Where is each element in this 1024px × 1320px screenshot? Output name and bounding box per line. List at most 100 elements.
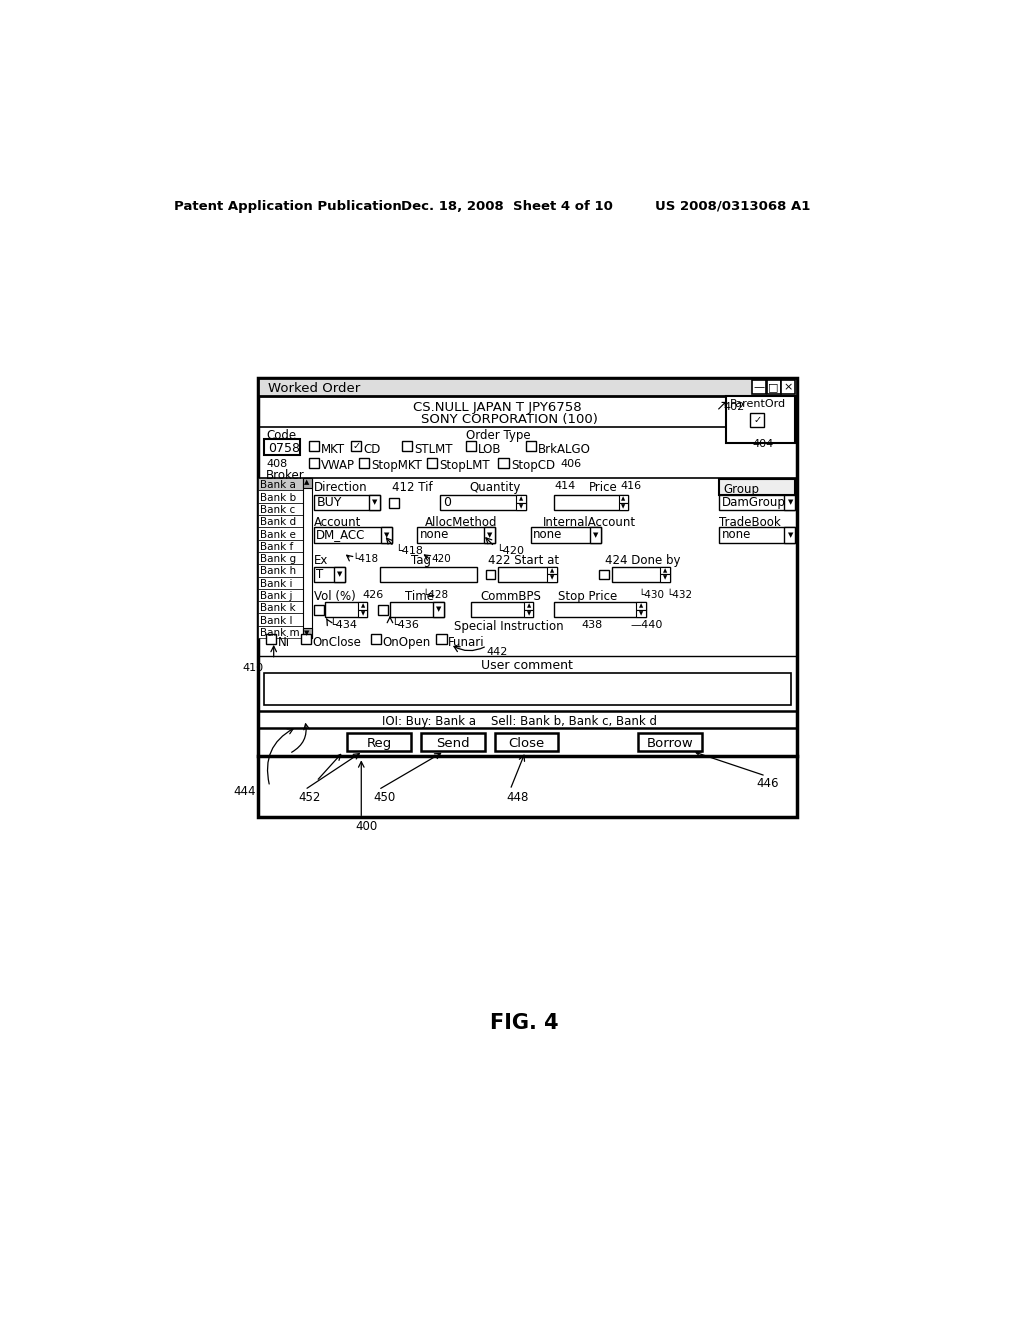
Text: Order Type: Order Type [466, 429, 530, 442]
Text: ▼: ▼ [519, 504, 523, 510]
Bar [369, 495, 380, 511]
Text: 422 Start at: 422 Start at [488, 554, 559, 568]
Bar [258, 577, 303, 589]
Text: OnOpen: OnOpen [382, 636, 430, 649]
Text: 448: 448 [506, 792, 528, 804]
Text: CD: CD [364, 442, 381, 455]
Bar [486, 570, 496, 578]
Bar [334, 566, 345, 582]
Text: ▼: ▼ [304, 631, 309, 636]
Text: 438: 438 [582, 620, 603, 631]
Text: Funari: Funari [449, 636, 484, 649]
Text: StopMKT: StopMKT [372, 459, 422, 473]
Text: Send: Send [436, 737, 470, 750]
Bar [767, 380, 780, 395]
Text: Quantity: Quantity [469, 480, 520, 494]
Bar [531, 527, 601, 543]
Text: 404: 404 [753, 438, 774, 449]
Bar [611, 566, 670, 582]
Text: StopLMT: StopLMT [439, 459, 490, 473]
Bar [308, 441, 318, 451]
Text: VWAP: VWAP [321, 459, 355, 473]
Text: ▼: ▼ [593, 532, 598, 539]
Text: Price: Price [589, 480, 617, 494]
Text: TradeBook: TradeBook [719, 516, 781, 529]
Text: Stop Price: Stop Price [558, 590, 617, 603]
Bar [483, 527, 495, 543]
Text: US 2008/0313068 A1: US 2008/0313068 A1 [655, 199, 810, 213]
Bar [719, 495, 796, 511]
Text: Direction: Direction [314, 480, 368, 494]
Bar [516, 503, 525, 511]
Text: ▼: ▼ [622, 504, 626, 510]
Text: Code: Code [266, 429, 296, 442]
Text: 446: 446 [757, 777, 779, 791]
Text: none: none [534, 528, 563, 541]
Bar [258, 552, 303, 564]
Text: SONY CORPORATION (100): SONY CORPORATION (100) [421, 413, 598, 426]
Bar [308, 458, 318, 469]
Text: STLMT: STLMT [414, 442, 453, 455]
Bar [599, 570, 608, 578]
Text: User comment: User comment [481, 659, 573, 672]
Bar [301, 635, 311, 644]
Text: └418: └418 [395, 545, 423, 556]
Bar [258, 540, 303, 552]
Text: none: none [420, 528, 449, 541]
Bar [636, 602, 646, 610]
Text: 444: 444 [233, 785, 256, 799]
Text: ▲: ▲ [519, 496, 523, 502]
Text: 426: 426 [362, 590, 383, 599]
Text: CommBPS: CommBPS [480, 590, 542, 603]
Text: T: T [316, 568, 324, 581]
Text: Close: Close [508, 737, 545, 750]
Text: —: — [754, 381, 764, 392]
Text: CS.NULL JAPAN T JPY6758: CS.NULL JAPAN T JPY6758 [414, 401, 582, 414]
Text: Ex: Ex [314, 554, 329, 568]
Bar [547, 574, 557, 582]
Text: ▲: ▲ [550, 568, 554, 573]
Text: ▲: ▲ [663, 568, 668, 573]
Bar [590, 527, 601, 543]
Text: Special Instruction: Special Instruction [454, 620, 563, 634]
Bar [347, 733, 411, 751]
Text: Bank b: Bank b [260, 492, 296, 503]
Text: ▲: ▲ [526, 603, 530, 609]
Bar [401, 441, 412, 451]
Text: Patent Application Publication: Patent Application Publication [174, 199, 402, 213]
Text: 414: 414 [554, 480, 575, 491]
Text: 424 Done by: 424 Done by [604, 554, 680, 568]
Text: Bank k: Bank k [260, 603, 295, 614]
Text: ▲: ▲ [360, 603, 365, 609]
Bar [427, 458, 437, 469]
Bar [314, 495, 380, 511]
Text: StopCD: StopCD [511, 459, 555, 473]
Text: Vol (%): Vol (%) [314, 590, 355, 603]
Text: ▼: ▼ [550, 576, 554, 581]
Bar [314, 527, 391, 543]
Text: Ni: Ni [278, 636, 290, 649]
Text: IOI: Buy: Bank a    Sell: Bank b, Bank c, Bank d: IOI: Buy: Bank a Sell: Bank b, Bank c, B… [382, 715, 657, 729]
Text: 410: 410 [243, 663, 264, 673]
Text: ▼: ▼ [360, 611, 365, 616]
Text: Bank d: Bank d [260, 517, 296, 527]
Text: BUY: BUY [316, 496, 342, 510]
Bar [499, 458, 509, 469]
Bar [303, 478, 311, 488]
Bar [636, 610, 646, 618]
Bar [784, 527, 796, 543]
Bar [258, 378, 797, 396]
Text: Borrow: Borrow [646, 737, 693, 750]
Bar [314, 566, 345, 582]
Text: Group: Group [723, 483, 759, 495]
Text: OnClose: OnClose [312, 636, 361, 649]
Text: —440: —440 [630, 620, 663, 631]
Bar [751, 413, 764, 428]
Bar [266, 635, 276, 644]
Text: ✓: ✓ [754, 416, 762, 425]
Text: Dec. 18, 2008  Sheet 4 of 10: Dec. 18, 2008 Sheet 4 of 10 [400, 199, 612, 213]
Text: Bank l: Bank l [260, 615, 292, 626]
Text: Bank a: Bank a [260, 480, 296, 490]
Bar [258, 503, 303, 515]
Text: InternalAccount: InternalAccount [543, 516, 636, 529]
